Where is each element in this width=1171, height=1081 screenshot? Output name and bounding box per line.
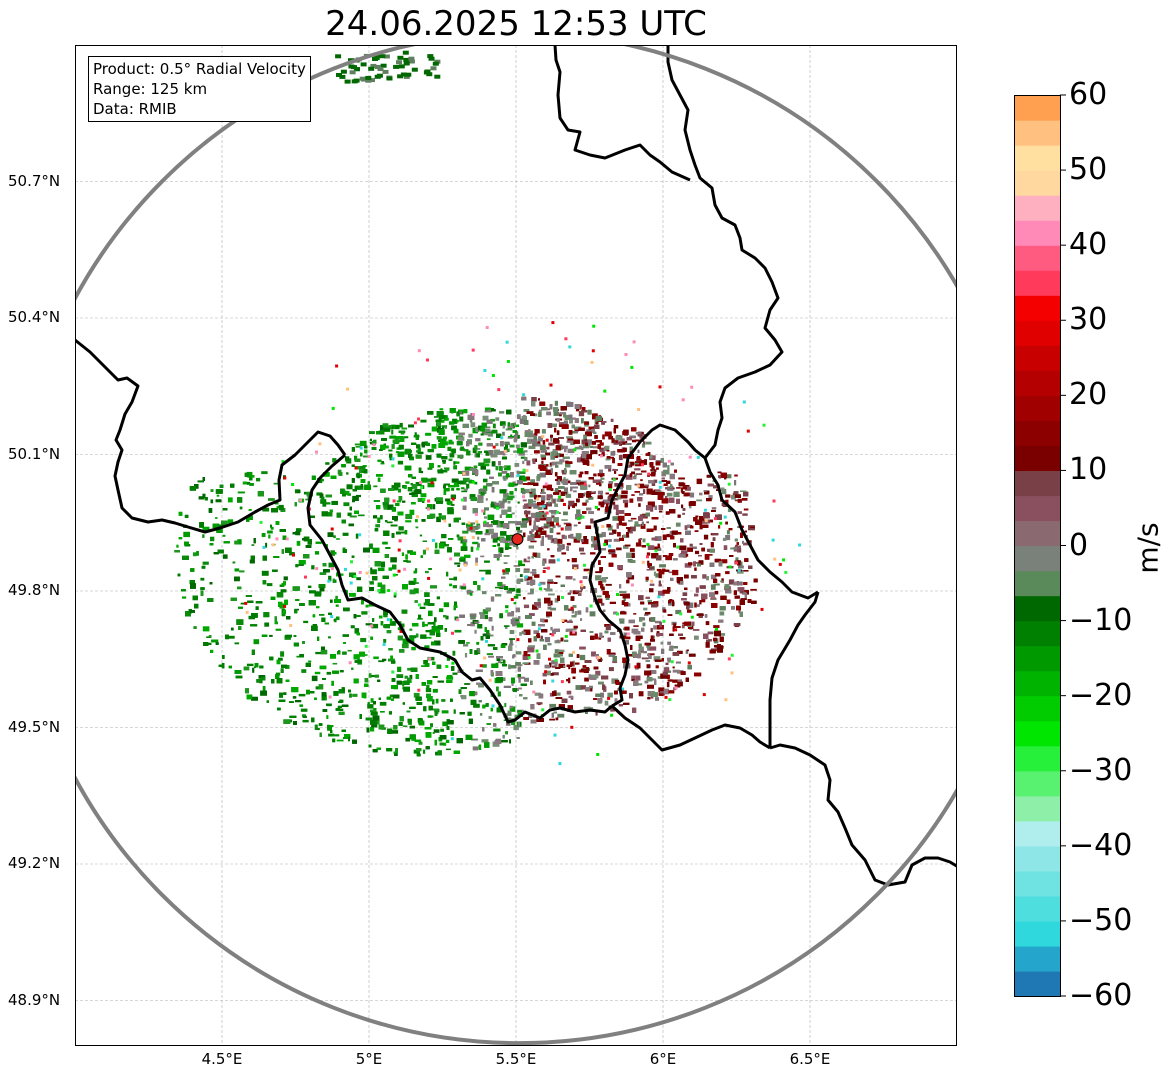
info-range: Range: 125 km	[93, 80, 208, 98]
map-frame	[75, 45, 957, 1046]
x-tick-label: 5°E	[355, 1050, 383, 1068]
colorbar-unit-label: m/s	[1131, 522, 1165, 574]
range-ring	[75, 45, 957, 1045]
y-tick-label: 50.1°N	[8, 444, 61, 463]
info-product: Product: 0.5° Radial Velocity	[93, 60, 306, 78]
country-borders	[75, 45, 957, 887]
radar-site-marker	[511, 533, 524, 546]
border-belgium-luxembourg	[306, 453, 613, 724]
colorbar-tick-label: −50	[1069, 902, 1133, 938]
colorbar-tick-label: −10	[1069, 602, 1133, 638]
colorbar-tick-label: 0	[1069, 527, 1089, 563]
border-luxembourg-germany	[588, 423, 819, 708]
border-germany-luxembourg-south	[768, 591, 820, 748]
border-germany-france	[769, 743, 957, 887]
border-belgium-germany-north	[666, 45, 784, 459]
info-box: Product: 0.5° Radial Velocity Range: 125…	[88, 56, 311, 122]
x-tick-label: 4.5°E	[201, 1050, 243, 1068]
map-title: 24.06.2025 12:53 UTC	[325, 4, 707, 44]
info-data: Data: RMIB	[93, 100, 177, 118]
colorbar-tick-label: 30	[1069, 302, 1108, 338]
x-tick-label: 6.5°E	[789, 1050, 831, 1068]
border-luxembourg-france	[610, 704, 771, 752]
colorbar-tick-label: −20	[1069, 677, 1133, 713]
colorbar-tick-label: 40	[1069, 227, 1108, 263]
colorbar-tick-label: 50	[1069, 152, 1108, 188]
y-tick-label: 49.2°N	[8, 854, 61, 872]
y-tick-label: 48.9°N	[8, 990, 61, 1009]
y-tick-label: 50.7°N	[8, 171, 61, 190]
map-gridlines	[75, 45, 957, 1046]
y-tick-label: 50.4°N	[8, 308, 61, 326]
colorbar-tick-label: −30	[1069, 752, 1133, 788]
border-belgium-france	[75, 338, 347, 534]
colorbar-tick-label: 10	[1069, 452, 1108, 488]
y-tick-label: 49.5°N	[8, 717, 61, 736]
colorbar-tick-label: −40	[1069, 827, 1133, 863]
colorbar-tick-label: 20	[1069, 377, 1108, 413]
y-tick-label: 49.8°N	[8, 581, 61, 599]
colorbar-tick-label: 60	[1069, 77, 1108, 112]
colorbar-tick-label: −60	[1069, 978, 1133, 1013]
x-tick-label: 5.5°E	[495, 1050, 537, 1068]
x-tick-label: 6°E	[649, 1050, 677, 1068]
border-netherlands	[553, 45, 691, 182]
radar-echoes	[174, 50, 802, 765]
